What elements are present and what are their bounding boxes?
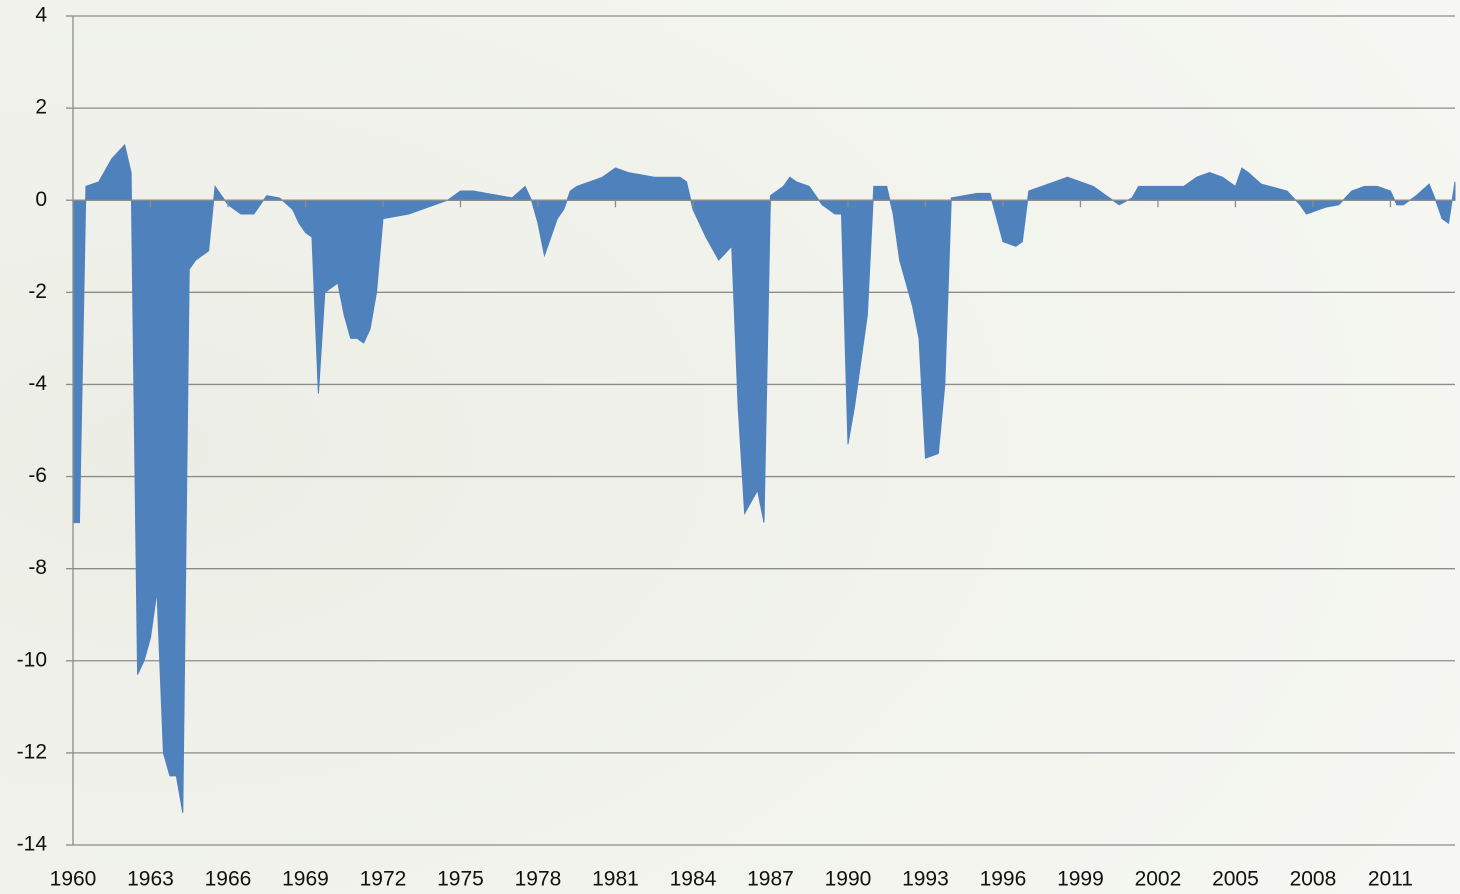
axes: -14 -12 -10 -8 -6 -4 -2 0 2 4 1960 1963 1966 1969 1972… <box>17 4 1455 891</box>
x-tick-label: 1978 <box>515 868 562 891</box>
x-tick-label: 1966 <box>205 868 252 891</box>
y-tick-label: -2 <box>28 280 47 303</box>
y-tick-label: 4 <box>35 4 47 27</box>
x-tick-label: 1960 <box>50 868 97 891</box>
x-tick-label: 1990 <box>825 868 872 891</box>
y-tick-label: -14 <box>17 833 48 856</box>
x-tick-label: 1993 <box>902 868 949 891</box>
x-tick-label: 2005 <box>1212 868 1259 891</box>
x-tick-label: 1963 <box>127 868 174 891</box>
y-tick-label: -8 <box>28 556 47 579</box>
marks <box>72 143 1456 813</box>
x-tick-label: 1987 <box>747 868 794 891</box>
area <box>72 143 1456 813</box>
y-tick-label: -10 <box>17 648 47 671</box>
y-tick-label: 0 <box>35 188 47 211</box>
y-tick-label: -4 <box>28 372 47 395</box>
x-tick-label: 1984 <box>670 868 717 891</box>
y-tick-label: 2 <box>35 96 47 119</box>
x-tick-label: 1981 <box>592 868 639 891</box>
x-tick-label: 1996 <box>980 868 1027 891</box>
x-tick-label: 1972 <box>360 868 407 891</box>
y-tick-label: -12 <box>17 740 47 763</box>
x-tick-label: 1999 <box>1057 868 1104 891</box>
x-tick-label: 2008 <box>1290 868 1337 891</box>
x-tick-label: 2002 <box>1135 868 1182 891</box>
x-tick-label: 2011 <box>1368 868 1413 891</box>
y-tick-label: -6 <box>28 464 47 487</box>
x-tick-label: 1969 <box>282 868 329 891</box>
x-tick-label: 1975 <box>437 868 484 891</box>
